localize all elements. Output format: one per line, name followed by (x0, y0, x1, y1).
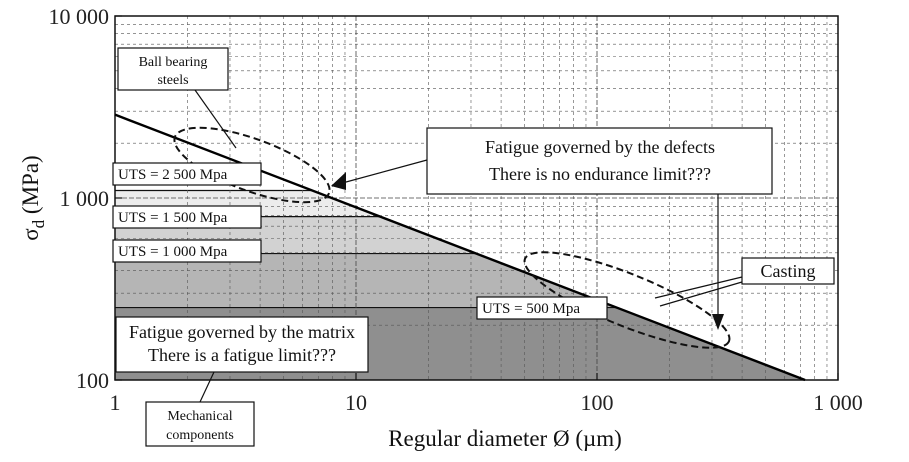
x-axis-label: Regular diameter Ø (µm) (388, 426, 622, 451)
defects-arrow-left (334, 159, 428, 186)
casting-label: Casting (760, 261, 815, 281)
y-tick-label: 1 000 (60, 186, 110, 211)
mechanical-box (145, 401, 255, 447)
defects-label: There is no endurance limit??? (489, 164, 711, 184)
defects-label: Fatigue governed by the defects (485, 137, 715, 157)
plot-frame (114, 15, 839, 381)
x-tick-label: 1 000 (813, 390, 863, 415)
annotations: UTS = 2 500 Mpa UTS = 1 500 Mpa UTS = 1 00… (112, 47, 835, 447)
ball-bearing-label: Ball bearing (139, 55, 208, 70)
y-tick-label: 10 000 (49, 4, 110, 29)
uts-label: UTS = 1 500 Mpa (118, 210, 228, 226)
y-tick-label: 100 (76, 368, 109, 393)
mechanical-label: Mechanical (167, 409, 232, 424)
ellipse-ball-bearing (173, 126, 331, 204)
matrix-label: Fatigue governed by the matrix (129, 322, 355, 342)
mechanical-pointer (199, 371, 215, 403)
y-axis-label-unit: (MPa) (18, 155, 43, 220)
uts-label: UTS = 2 500 Mpa (118, 167, 228, 183)
x-tick-label: 10 (345, 390, 367, 415)
ball-bearing-box (117, 47, 229, 91)
y-axis-label-sub: d (29, 219, 48, 228)
ellipse-casting (523, 251, 731, 349)
uts-label: UTS = 1 000 Mpa (118, 244, 228, 260)
uts-label: UTS = 500 Mpa (482, 301, 580, 317)
uts-label-box (112, 205, 262, 229)
tick-labels: 1 10 100 1 000 100 1 000 10 000 (49, 4, 863, 415)
ellipses (173, 126, 731, 349)
ball-bearing-pointer (194, 89, 237, 149)
x-tick-label: 1 (110, 390, 121, 415)
series-lines (114, 113, 806, 382)
ball-bearing-label: steels (157, 73, 188, 88)
x-tick-label: 100 (581, 390, 614, 415)
axis-labels: Regular diameter Ø (µm) σd (MPa) (18, 155, 622, 451)
casting-pointer-a (654, 276, 743, 299)
matrix-box (115, 316, 369, 373)
y-axis-label: σd (MPa) (18, 155, 48, 240)
defects-arrowhead-down (712, 314, 724, 330)
matrix-label: There is a fatigue limit??? (148, 345, 336, 365)
uts-label-box (476, 296, 608, 320)
mechanical-label: components (166, 428, 234, 443)
defects-box (426, 127, 773, 195)
casting-box (741, 257, 835, 285)
defects-arrowhead-left (331, 172, 346, 190)
casting-pointer-b (659, 281, 743, 307)
y-axis-label-main: σ (18, 228, 43, 241)
uts-label-box (112, 162, 262, 186)
uts-label-box (112, 239, 262, 263)
fatigue-limit-line (114, 113, 806, 382)
